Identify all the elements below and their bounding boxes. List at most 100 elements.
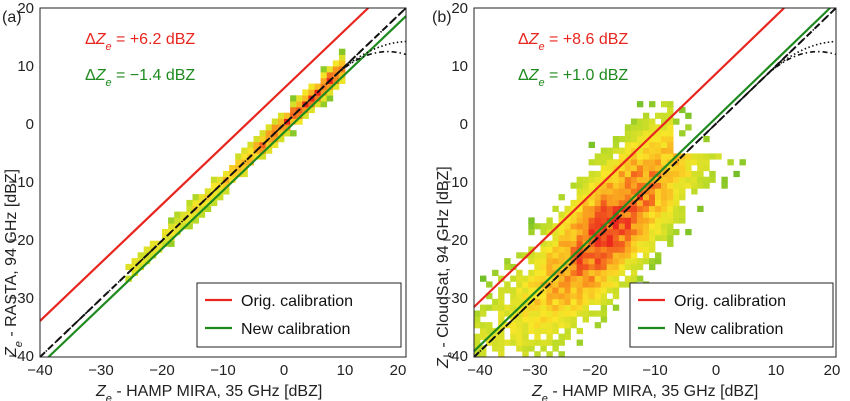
density-cell (606, 258, 614, 265)
density-cell (540, 327, 547, 335)
density-cell (594, 293, 602, 300)
density-cell (630, 223, 638, 230)
density-cell (649, 205, 656, 212)
density-cell (612, 136, 620, 143)
density-cell (606, 229, 614, 236)
density-cell (636, 275, 644, 282)
density-cell (241, 165, 248, 172)
density-cell (308, 83, 315, 90)
density-cell (630, 234, 638, 242)
density-cell (552, 258, 559, 265)
panel-b-ylabel: Ze - CloudSat, 94 GHz [dBZ] (435, 166, 457, 369)
panel-a-ytick: 10 (17, 58, 34, 75)
density-cell (582, 263, 589, 271)
saturation-curve-dotted (307, 40, 407, 102)
density-cell (186, 211, 193, 218)
density-cell (534, 223, 541, 230)
panel-a-annotation-orig: ΔZe = +6.2 dBZ (85, 31, 195, 53)
density-cell (540, 316, 547, 323)
density-cell (546, 304, 553, 311)
density-cell (649, 136, 656, 143)
density-cell (594, 298, 602, 305)
density-cell (290, 95, 297, 102)
density-cell (534, 327, 541, 335)
density-cell (498, 316, 505, 323)
density-cell (649, 101, 656, 108)
density-cell (612, 263, 620, 271)
density-cell (174, 217, 181, 224)
density-cell (474, 322, 481, 329)
density-cell (655, 136, 662, 143)
density-cell (606, 199, 614, 207)
density-cell (180, 223, 187, 230)
density-cell (642, 234, 650, 242)
density-cell (265, 130, 273, 137)
density-cell (624, 252, 632, 259)
density-cell (516, 269, 523, 276)
density-cell (516, 293, 523, 300)
density-cell (642, 258, 650, 265)
density-cell (655, 141, 662, 148)
panel-a-legend-label-orig: Orig. calibration (241, 293, 353, 310)
density-cell (624, 165, 632, 172)
density-cell (655, 124, 662, 131)
density-cell (612, 205, 620, 212)
density-cell (612, 188, 620, 195)
density-cell (612, 141, 620, 148)
density-cell (691, 182, 698, 189)
density-cell (600, 234, 608, 242)
density-cell (186, 205, 193, 212)
density-cell (546, 339, 553, 346)
density-cell (612, 287, 620, 294)
density-cell (606, 211, 614, 218)
density-cell (576, 205, 583, 212)
density-cell (667, 170, 674, 178)
density-cell (498, 293, 505, 300)
density-cell (600, 281, 608, 288)
density-cell (522, 351, 529, 358)
density-cell (588, 275, 595, 282)
density-cell (570, 205, 577, 212)
density-cell (715, 153, 722, 160)
density-cell (642, 136, 650, 143)
density-cell (624, 170, 632, 178)
density-cell (661, 101, 668, 108)
density-cell (259, 141, 267, 148)
density-cell (498, 345, 505, 352)
density-cell (600, 153, 608, 160)
density-cell (540, 275, 547, 282)
density-cell (576, 293, 583, 300)
density-cell (522, 322, 529, 329)
density-cell (630, 153, 638, 160)
density-cell (624, 258, 632, 265)
density-cell (667, 199, 674, 207)
density-cell (564, 229, 571, 236)
density-cell (661, 188, 668, 195)
panel-a-ylabel: Ze - RASTA, 94 GHz [dBZ] (3, 169, 25, 358)
density-cell (186, 223, 193, 230)
density-cell (709, 170, 716, 178)
density-cell (636, 124, 644, 131)
density-cell (685, 229, 692, 236)
density-cell (721, 182, 728, 189)
density-cell (510, 322, 517, 329)
density-cell (492, 345, 499, 352)
density-cell (277, 112, 285, 119)
density-cell (655, 182, 662, 189)
density-cell (618, 165, 626, 172)
density-cell (522, 281, 529, 288)
density-cell (618, 199, 626, 207)
density-cell (673, 188, 680, 195)
density-cell (546, 316, 553, 323)
density-cell (137, 252, 145, 259)
density-cell (522, 327, 529, 335)
density-cell (486, 304, 493, 311)
panel-a-xtick: 0 (280, 362, 288, 379)
density-cell (618, 136, 626, 143)
density-cell (624, 124, 632, 131)
density-cell (552, 327, 559, 335)
density-cell (528, 223, 535, 230)
density-cell (576, 275, 583, 282)
density-cell (546, 240, 553, 247)
density-cell (271, 118, 279, 125)
